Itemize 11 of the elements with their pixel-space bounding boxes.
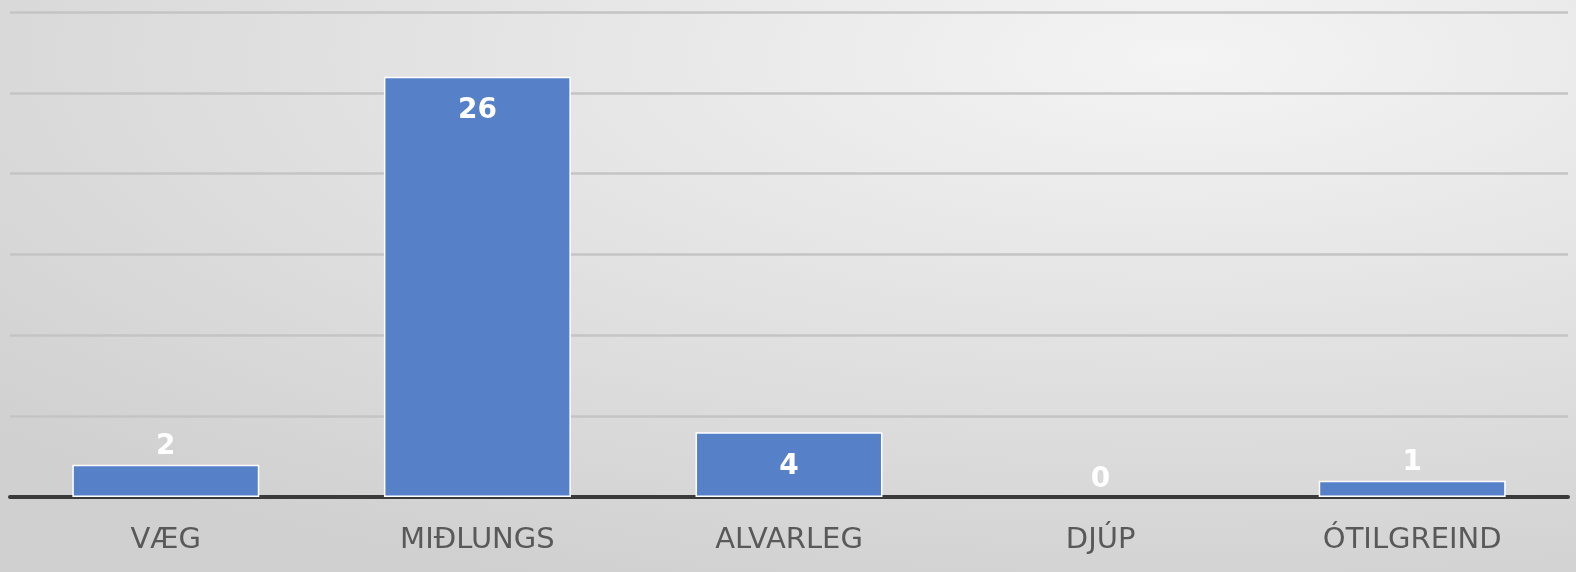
x-tick-label: MIÐLUNGS [400, 520, 555, 555]
bar [383, 76, 571, 497]
data-label: 4 [779, 447, 799, 481]
x-tick-label: VÆG [130, 520, 202, 555]
x-tick-label: DJÚP [1065, 520, 1136, 555]
x-tick-label: ALVARLEG [715, 520, 863, 555]
x-tick-label: ÓTILGREIND [1322, 520, 1502, 555]
data-label: 26 [457, 92, 497, 126]
bar [695, 432, 883, 497]
bar [72, 464, 260, 497]
bar [1318, 480, 1506, 497]
